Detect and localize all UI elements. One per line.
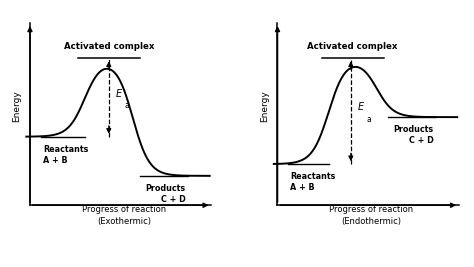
Text: a: a xyxy=(366,115,371,124)
Text: Reactants
A + B: Reactants A + B xyxy=(291,172,336,192)
Text: a: a xyxy=(124,101,129,110)
Text: Energy: Energy xyxy=(260,90,269,122)
Text: Progress of reaction: Progress of reaction xyxy=(82,205,166,214)
Text: E: E xyxy=(116,89,122,99)
Text: Products
C + D: Products C + D xyxy=(146,184,186,204)
Text: (Endothermic): (Endothermic) xyxy=(341,217,401,226)
Text: Activated complex: Activated complex xyxy=(308,42,398,50)
Text: Products
C + D: Products C + D xyxy=(393,125,433,145)
Text: (Exothermic): (Exothermic) xyxy=(97,217,151,226)
Text: E: E xyxy=(358,102,365,112)
Text: Activated complex: Activated complex xyxy=(64,42,154,50)
Text: Reactants
A + B: Reactants A + B xyxy=(43,144,88,165)
Text: Progress of reaction: Progress of reaction xyxy=(329,205,413,214)
Text: Energy: Energy xyxy=(12,90,21,122)
